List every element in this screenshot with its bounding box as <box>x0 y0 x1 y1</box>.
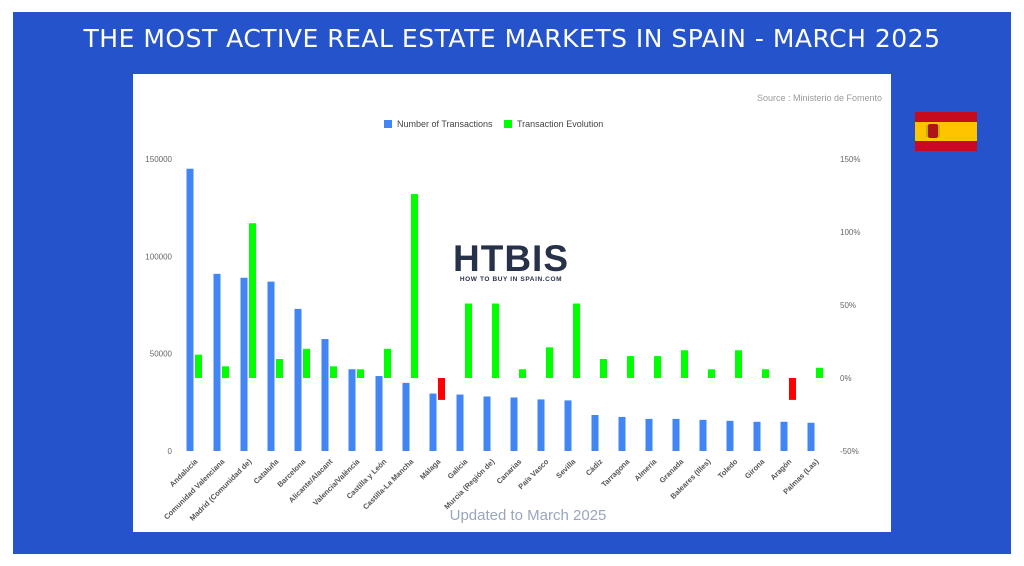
flag-stripe-bottom <box>915 141 977 151</box>
flag-coat-of-arms <box>928 124 938 138</box>
bar-transactions <box>699 419 707 451</box>
bar-evolution <box>519 369 526 378</box>
bar-evolution <box>654 356 661 378</box>
bar-transactions <box>321 339 329 451</box>
bar-transactions <box>213 273 221 451</box>
x-tick-label: Cádiz <box>584 457 605 478</box>
x-tick-label: Almería <box>633 456 659 482</box>
bar-transactions <box>564 400 572 451</box>
bar-evolution <box>276 359 283 378</box>
bar-transactions <box>780 421 788 451</box>
bar-transactions <box>294 308 302 451</box>
logo-text: HTBIS <box>453 238 569 279</box>
legend-label-transactions: Number of Transactions <box>397 119 493 129</box>
htbis-logo: HTBIS HOW TO BUY IN SPAIN.COM <box>453 238 569 283</box>
bar-evolution <box>195 354 202 378</box>
source-note: Source : Ministerio de Fomento <box>757 93 882 103</box>
page-title: THE MOST ACTIVE REAL ESTATE MARKETS IN S… <box>83 24 941 53</box>
bar-evolution <box>330 366 337 378</box>
x-tick-label: Galicia <box>446 456 470 480</box>
chart-panel <box>133 74 891 532</box>
x-tick-label: Málaga <box>418 456 443 481</box>
bar-transactions <box>375 376 383 451</box>
bar-transactions <box>537 399 545 451</box>
bar-evolution <box>762 369 769 378</box>
bar-transactions <box>591 414 599 451</box>
flag-pillar-left <box>926 125 928 137</box>
bar-transactions <box>753 421 761 451</box>
x-tick-label: Castilla-La Mancha <box>361 456 416 511</box>
y-right-tick-label: 150% <box>840 155 860 164</box>
bar-transactions <box>510 397 518 451</box>
bar-evolution <box>573 303 580 378</box>
bar-evolution <box>384 348 391 378</box>
x-tick-label: Tarragona <box>600 456 632 488</box>
y-left-tick-label: 100000 <box>145 252 172 261</box>
x-tick-label: Murcia (Región de) <box>442 457 496 511</box>
bar-evolution <box>465 303 472 378</box>
bar-transactions <box>645 418 653 451</box>
bar-evolution <box>627 356 634 378</box>
x-tick-label: Girona <box>743 456 767 480</box>
y-axis-left: 0 50000 100000 150000 <box>145 155 172 456</box>
y-right-tick-label: -50% <box>840 447 859 456</box>
y-right-tick-label: 100% <box>840 228 860 237</box>
plot-area <box>186 168 823 451</box>
bar-transactions <box>618 416 626 451</box>
bar-evolution <box>708 369 715 378</box>
bar-evolution <box>303 348 310 378</box>
bar-transactions <box>402 382 410 451</box>
legend: Number of Transactions Transaction Evolu… <box>384 119 603 129</box>
y-left-tick-label: 150000 <box>145 155 172 164</box>
bar-transactions <box>456 394 464 451</box>
bar-evolution <box>681 350 688 378</box>
x-tick-label: Aragón <box>768 457 793 482</box>
bar-evolution <box>492 303 499 378</box>
bar-evolution <box>816 367 823 378</box>
bar-evolution <box>546 347 553 378</box>
y-right-tick-label: 0% <box>840 374 852 383</box>
bar-transactions <box>483 396 491 451</box>
bar-transactions <box>348 369 356 451</box>
spain-flag-icon <box>915 112 977 151</box>
y-left-tick-label: 50000 <box>150 350 173 359</box>
y-axis-right: -50% 0% 50% 100% 150% <box>840 155 860 456</box>
bar-transactions <box>807 422 815 451</box>
flag-pillar-right <box>938 125 940 137</box>
bar-transactions <box>726 420 734 451</box>
legend-swatch-evolution <box>504 120 512 128</box>
bar-evolution <box>411 194 418 378</box>
x-tick-label: Valencia/València <box>311 456 362 507</box>
legend-label-evolution: Transaction Evolution <box>517 119 603 129</box>
y-right-tick-label: 50% <box>840 301 856 310</box>
legend-swatch-transactions <box>384 120 392 128</box>
bar-evolution <box>735 350 742 378</box>
bar-transactions <box>267 281 275 451</box>
bar-evolution <box>357 369 364 378</box>
bar-evolution <box>222 366 229 378</box>
bar-evolution <box>789 378 796 400</box>
updated-note: Updated to March 2025 <box>450 507 607 524</box>
y-left-tick-label: 0 <box>168 447 173 456</box>
bar-transactions <box>186 168 194 451</box>
bar-transactions <box>240 277 248 451</box>
bar-evolution <box>438 378 445 400</box>
x-tick-label: Sevilla <box>554 456 578 480</box>
bar-transactions <box>429 393 437 451</box>
flag-stripe-top <box>915 112 977 122</box>
x-tick-label: Toledo <box>716 457 740 481</box>
bar-evolution <box>600 359 607 378</box>
logo-tagline: HOW TO BUY IN SPAIN.COM <box>460 276 562 283</box>
bar-evolution <box>249 223 256 378</box>
bar-transactions <box>672 418 680 451</box>
